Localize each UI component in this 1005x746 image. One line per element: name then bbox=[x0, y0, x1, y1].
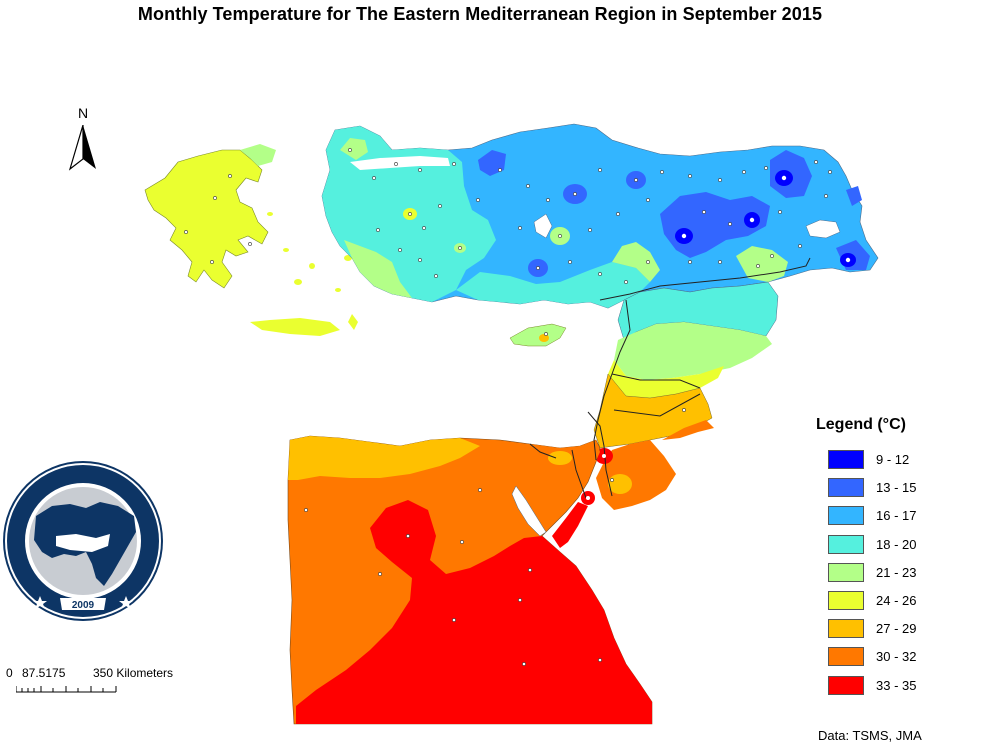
legend-item: 9 - 12 bbox=[816, 450, 976, 478]
legend-item: 13 - 15 bbox=[816, 478, 976, 506]
north-label: N bbox=[78, 105, 89, 121]
legend-swatch bbox=[828, 562, 864, 582]
legend-item: 33 - 35 bbox=[816, 675, 976, 704]
logo-year: 2009 bbox=[72, 600, 95, 611]
legend-swatch bbox=[828, 450, 864, 469]
legend-swatch bbox=[828, 506, 864, 526]
legend-label: 27 - 29 bbox=[876, 621, 917, 637]
greece-region bbox=[144, 149, 269, 289]
legend-swatch bbox=[828, 619, 864, 639]
station-markers bbox=[184, 148, 832, 666]
legend-swatch bbox=[828, 478, 864, 498]
legend-item: 18 - 20 bbox=[816, 534, 976, 563]
legend-swatch bbox=[828, 534, 864, 554]
legend-label: 30 - 32 bbox=[876, 649, 917, 665]
scale-ruler-icon bbox=[16, 686, 117, 693]
legend-swatch bbox=[828, 647, 864, 667]
legend: Legend (°C) 9 - 12 13 - 15 16 - 17 18 - 20 2… bbox=[816, 416, 976, 704]
scale-tick-0: 0 bbox=[6, 666, 13, 680]
north-arrow-icon bbox=[68, 125, 96, 171]
scale-tick-2: 350 Kilometers bbox=[93, 666, 174, 680]
legend-label: 16 - 17 bbox=[876, 508, 917, 524]
data-source: Data: TSMS, JMA bbox=[818, 728, 922, 743]
emcc-logo-icon: 2009 bbox=[3, 461, 163, 621]
emcc-logo: 2009 bbox=[0, 456, 166, 626]
legend-label: 21 - 23 bbox=[876, 564, 917, 580]
legend-swatch bbox=[828, 590, 864, 610]
north-arrow: N bbox=[68, 105, 100, 171]
legend-item: 27 - 29 bbox=[816, 619, 976, 647]
map-title: Monthly Temperature for The Eastern Medi… bbox=[137, 4, 823, 24]
legend-swatch bbox=[828, 675, 864, 695]
legend-label: 24 - 26 bbox=[876, 592, 917, 608]
scale-tick-1: 87.5175 bbox=[22, 666, 66, 680]
legend-item: 24 - 26 bbox=[816, 590, 976, 619]
legend-item: 16 - 17 bbox=[816, 506, 976, 534]
legend-label: 33 - 35 bbox=[876, 677, 917, 693]
legend-item: 30 - 32 bbox=[816, 647, 976, 675]
legend-label: 18 - 20 bbox=[876, 536, 917, 552]
scale-bar: 0 87.5175 350 Kilometers bbox=[6, 666, 206, 698]
legend-label: 9 - 12 bbox=[876, 452, 910, 467]
legend-title: Legend (°C) bbox=[816, 416, 906, 433]
legend-item: 21 - 23 bbox=[816, 562, 976, 591]
legend-label: 13 - 15 bbox=[876, 480, 917, 496]
cyprus-region bbox=[509, 323, 567, 347]
